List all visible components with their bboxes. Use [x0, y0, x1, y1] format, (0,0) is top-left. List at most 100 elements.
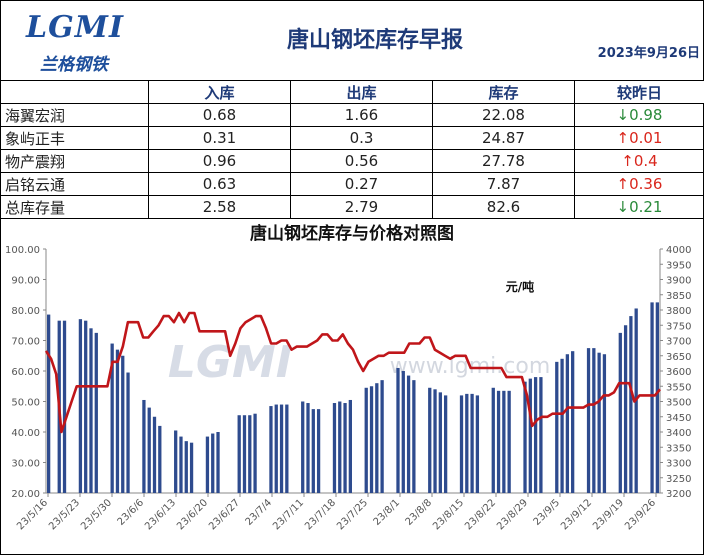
inventory-bar — [63, 321, 66, 493]
x-tick-label: 23/7/18 — [303, 497, 338, 532]
inventory-bar — [121, 356, 124, 493]
left-tick-label: 50.00 — [11, 398, 40, 409]
inventory-bar — [656, 302, 659, 493]
inventory-bar — [365, 388, 368, 493]
inventory-bar — [502, 391, 505, 493]
x-tick-label: 23/7/4 — [244, 497, 275, 528]
column-header-stock: 库存 — [433, 81, 575, 104]
inventory-bar — [248, 415, 251, 493]
inventory-bar — [592, 348, 595, 493]
arrow-up-icon: ↑ — [617, 129, 630, 147]
inventory-bar — [412, 380, 415, 493]
arrow-up-icon: ↑ — [621, 152, 634, 170]
inventory-bar — [380, 380, 383, 493]
inventory-bar — [158, 426, 161, 493]
x-tick-label: 23/9/12 — [559, 497, 594, 532]
inventory-bar — [650, 302, 653, 493]
inventory-bar — [433, 389, 436, 493]
right-tick-label: 3300 — [666, 459, 691, 470]
inventory-bar — [148, 408, 151, 493]
right-tick-label: 3700 — [666, 337, 691, 348]
left-tick-label: 20.00 — [11, 489, 40, 500]
company-name-cell: 物产震翔 — [1, 150, 149, 173]
inventory-bar — [465, 394, 468, 493]
inventory-bar — [216, 432, 219, 493]
inventory-bar — [47, 315, 50, 493]
report-date: 2023年9月26日 — [570, 42, 700, 61]
inventory-bar — [597, 353, 600, 493]
inventory-bar — [185, 441, 188, 493]
inventory-bar — [396, 368, 399, 493]
right-tick-label: 3400 — [666, 428, 691, 439]
inventory-bar — [375, 383, 378, 493]
inventory-bar — [280, 405, 283, 493]
inventory-bar — [116, 350, 119, 493]
inventory-bar — [539, 377, 542, 493]
inventory-bar — [629, 316, 632, 493]
inventory-bar — [624, 325, 627, 493]
inventory-bar — [523, 382, 526, 493]
inventory-bar — [555, 362, 558, 493]
left-tick-label: 80.00 — [11, 306, 40, 317]
inventory-bar — [402, 371, 405, 493]
inventory-bar — [243, 415, 246, 493]
left-tick-label: 90.00 — [11, 276, 40, 287]
inventory-bar — [476, 395, 479, 493]
inventory-bar — [603, 354, 606, 493]
report-header: LGMI 兰格钢铁 唐山钢坯库存早报 2023年9月26日 — [0, 0, 704, 81]
in-cell: 0.96 — [149, 150, 291, 173]
change-value: 0.01 — [629, 129, 662, 147]
x-tick-label: 23/5/30 — [79, 497, 114, 532]
x-tick-label: 23/5/23 — [47, 497, 82, 532]
left-tick-label: 100.00 — [5, 245, 40, 256]
right-tick-label: 3900 — [666, 276, 691, 287]
table-header-row: 入库 出库 库存 较昨日 — [1, 81, 704, 104]
x-tick-label: 23/9/5 — [532, 497, 563, 528]
right-tick-label: 3500 — [666, 398, 691, 409]
inventory-bar — [95, 333, 98, 493]
unit-label: 元/吨 — [506, 279, 534, 294]
change-cell: ↓0.98 — [575, 104, 704, 127]
inventory-bar — [269, 406, 272, 493]
change-value: 0.36 — [629, 175, 662, 193]
right-tick-label: 3450 — [666, 413, 691, 424]
x-tick-label: 23/5/16 — [15, 497, 50, 532]
right-tick-label: 3800 — [666, 306, 691, 317]
inventory-bar — [566, 354, 569, 493]
inventory-bar — [508, 391, 511, 493]
inventory-bar — [587, 348, 590, 493]
inventory-bar — [285, 405, 288, 493]
column-header-in: 入库 — [149, 81, 291, 104]
left-tick-label: 70.00 — [11, 337, 40, 348]
inventory-bar — [444, 395, 447, 493]
inventory-bar — [238, 415, 241, 493]
inventory-bar — [343, 403, 346, 493]
change-value: 0.4 — [634, 152, 658, 170]
left-tick-label: 30.00 — [11, 459, 40, 470]
inventory-bar — [275, 405, 278, 493]
arrow-up-icon: ↑ — [617, 175, 630, 193]
inventory-bar — [560, 359, 563, 493]
inventory-bar — [89, 328, 92, 493]
change-cell: ↑0.01 — [575, 127, 704, 150]
chart-title: 唐山钢坯库存与价格对照图 — [250, 223, 454, 244]
arrow-down-icon: ↓ — [617, 106, 630, 124]
inventory-bar — [460, 395, 463, 493]
change-value: 0.98 — [629, 106, 662, 124]
inventory-bar — [338, 402, 341, 494]
inventory-bar — [301, 402, 304, 494]
out-cell: 0.3 — [291, 127, 433, 150]
inventory-bar — [206, 437, 209, 493]
inventory-bar — [370, 386, 373, 493]
out-cell: 1.66 — [291, 104, 433, 127]
company-name-cell: 海翼宏润 — [1, 104, 149, 127]
inventory-bar — [79, 319, 82, 493]
inventory-bar — [211, 434, 214, 493]
change-cell: ↑0.4 — [575, 150, 704, 173]
company-name-cell: 启铭云通 — [1, 173, 149, 196]
x-tick-label: 23/9/19 — [591, 497, 626, 532]
